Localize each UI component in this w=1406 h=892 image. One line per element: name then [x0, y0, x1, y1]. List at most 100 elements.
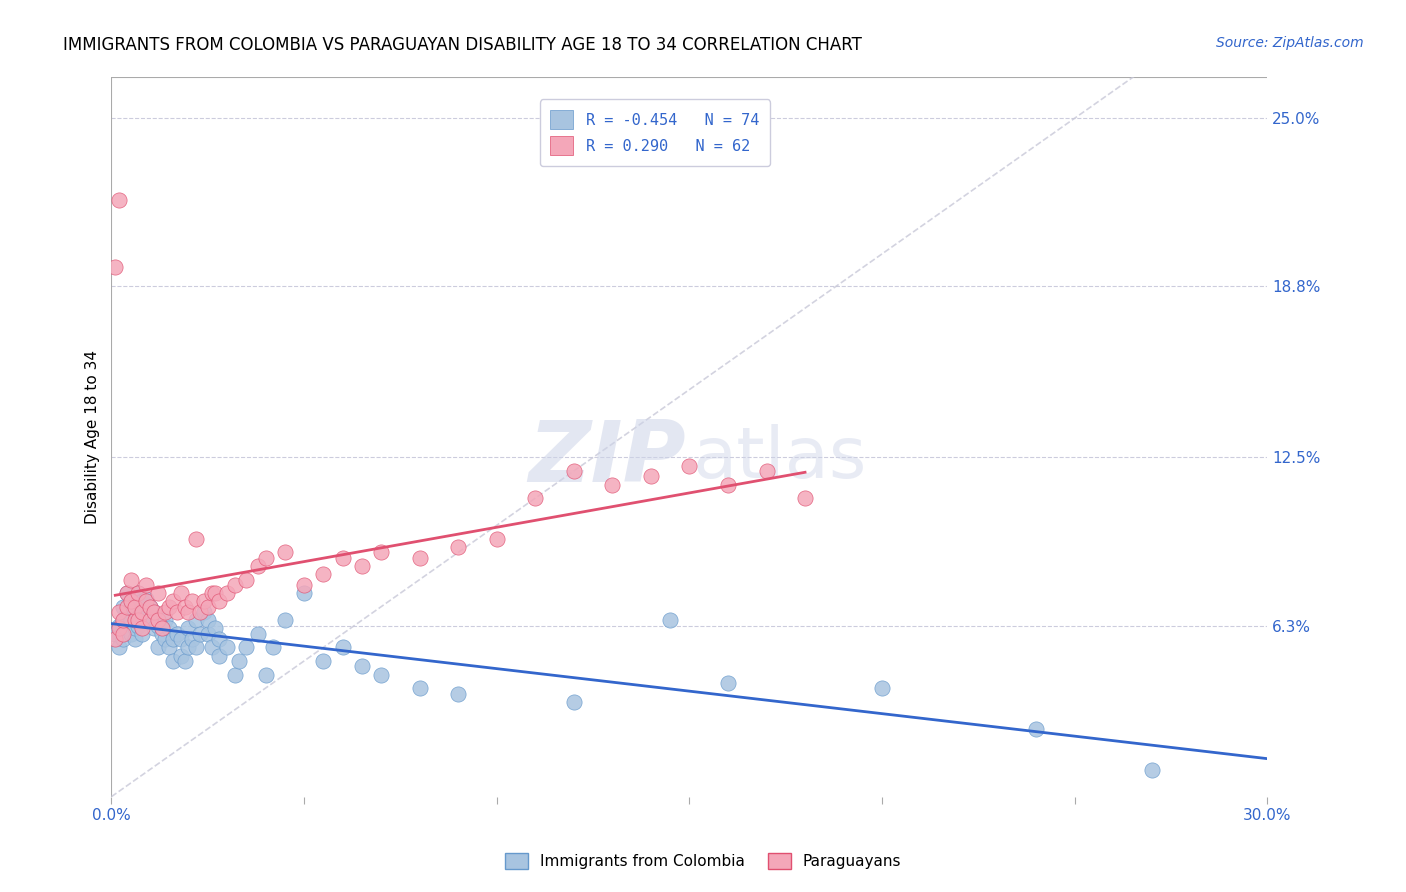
Point	[142, 621, 165, 635]
Point	[181, 594, 204, 608]
Point	[197, 627, 219, 641]
Point	[111, 613, 134, 627]
Point	[562, 695, 585, 709]
Point	[124, 599, 146, 614]
Point	[312, 567, 335, 582]
Point	[350, 559, 373, 574]
Point	[485, 532, 508, 546]
Point	[794, 491, 817, 505]
Legend: Immigrants from Colombia, Paraguayans: Immigrants from Colombia, Paraguayans	[499, 847, 907, 875]
Point	[131, 605, 153, 619]
Point	[332, 640, 354, 655]
Point	[188, 605, 211, 619]
Point	[254, 667, 277, 681]
Point	[124, 632, 146, 647]
Point	[215, 586, 238, 600]
Point	[870, 681, 893, 695]
Point	[370, 667, 392, 681]
Point	[139, 599, 162, 614]
Text: IMMIGRANTS FROM COLOMBIA VS PARAGUAYAN DISABILITY AGE 18 TO 34 CORRELATION CHART: IMMIGRANTS FROM COLOMBIA VS PARAGUAYAN D…	[63, 36, 862, 54]
Point	[157, 599, 180, 614]
Point	[127, 586, 149, 600]
Point	[157, 621, 180, 635]
Point	[292, 578, 315, 592]
Point	[235, 573, 257, 587]
Text: atlas: atlas	[693, 424, 868, 493]
Point	[193, 594, 215, 608]
Point	[173, 654, 195, 668]
Text: Source: ZipAtlas.com: Source: ZipAtlas.com	[1216, 36, 1364, 50]
Point	[155, 613, 177, 627]
Point	[127, 613, 149, 627]
Point	[108, 193, 131, 207]
Point	[131, 621, 153, 635]
Point	[162, 594, 184, 608]
Point	[204, 621, 226, 635]
Point	[332, 550, 354, 565]
Point	[292, 586, 315, 600]
Point	[200, 640, 222, 655]
Point	[602, 477, 624, 491]
Legend: R = -0.454   N = 74, R = 0.290   N = 62: R = -0.454 N = 74, R = 0.290 N = 62	[540, 100, 769, 166]
Point	[274, 613, 297, 627]
Point	[120, 613, 142, 627]
Point	[135, 591, 157, 606]
Point	[162, 654, 184, 668]
Y-axis label: Disability Age 18 to 34: Disability Age 18 to 34	[86, 350, 100, 524]
Point	[104, 260, 127, 275]
Point	[120, 573, 142, 587]
Point	[246, 559, 269, 574]
Point	[139, 613, 162, 627]
Point	[447, 687, 470, 701]
Point	[146, 586, 169, 600]
Point	[181, 632, 204, 647]
Point	[120, 594, 142, 608]
Point	[127, 586, 149, 600]
Point	[235, 640, 257, 655]
Point	[262, 640, 284, 655]
Point	[659, 613, 682, 627]
Text: ZIP: ZIP	[529, 417, 686, 500]
Point	[108, 618, 131, 632]
Point	[124, 613, 146, 627]
Point	[170, 632, 193, 647]
Point	[150, 621, 173, 635]
Point	[135, 594, 157, 608]
Point	[177, 605, 200, 619]
Point	[115, 621, 138, 635]
Point	[640, 469, 662, 483]
Point	[135, 578, 157, 592]
Point	[717, 675, 740, 690]
Point	[127, 599, 149, 614]
Point	[108, 621, 131, 635]
Point	[120, 594, 142, 608]
Point	[254, 550, 277, 565]
Point	[170, 648, 193, 663]
Point	[170, 586, 193, 600]
Point	[193, 605, 215, 619]
Point	[146, 640, 169, 655]
Point	[150, 627, 173, 641]
Point	[111, 599, 134, 614]
Point	[124, 621, 146, 635]
Point	[131, 594, 153, 608]
Point	[197, 613, 219, 627]
Point	[120, 627, 142, 641]
Point	[186, 532, 208, 546]
Point	[208, 594, 231, 608]
Point	[350, 659, 373, 673]
Point	[215, 640, 238, 655]
Point	[208, 632, 231, 647]
Point	[186, 640, 208, 655]
Point	[115, 586, 138, 600]
Point	[755, 464, 778, 478]
Point	[524, 491, 547, 505]
Point	[139, 613, 162, 627]
Point	[142, 605, 165, 619]
Point	[224, 667, 246, 681]
Point	[104, 632, 127, 647]
Point	[142, 605, 165, 619]
Point	[274, 545, 297, 559]
Point	[1025, 722, 1047, 736]
Point	[177, 621, 200, 635]
